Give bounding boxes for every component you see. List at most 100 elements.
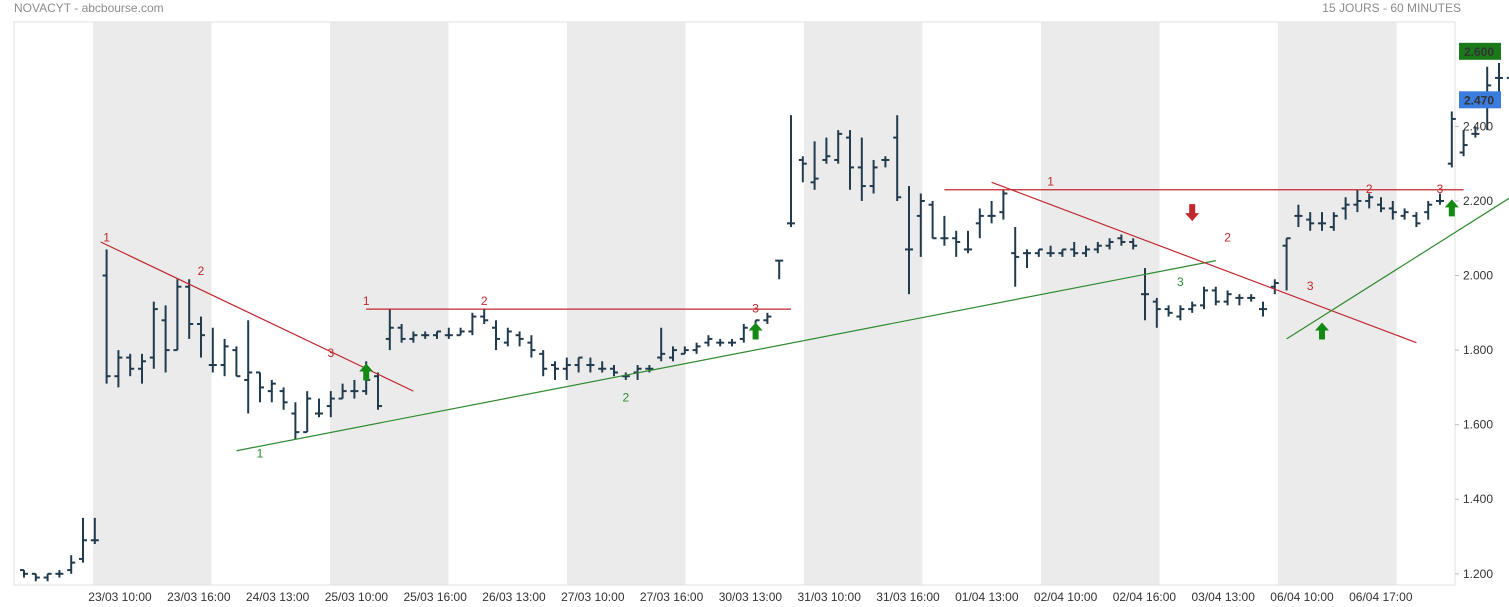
x-tick-label: 06/04 10:00 (1270, 590, 1334, 604)
ohlc-bar (716, 338, 725, 347)
ohlc-bar (1129, 238, 1138, 250)
ohlc-bar (1341, 197, 1350, 220)
ohlc-bar (492, 320, 500, 351)
arrow-up-icon (1444, 199, 1459, 217)
ohlc-bar (90, 517, 99, 544)
ohlc-bar (161, 305, 170, 373)
ohlc-bar (739, 324, 748, 343)
wave-label: 3 (1177, 275, 1184, 289)
x-tick-label: 03/04 13:00 (1191, 590, 1255, 604)
ohlc-bar (1447, 111, 1456, 168)
x-tick-label: 02/04 10:00 (1034, 590, 1098, 604)
arrow-up-icon (748, 322, 763, 340)
ohlc-bar (1365, 193, 1374, 209)
x-tick-label: 27/03 10:00 (561, 590, 625, 604)
ohlc-bar (1400, 208, 1409, 220)
y-tick-label: 1.400 (1463, 492, 1493, 506)
wave-label: 3 (752, 301, 759, 315)
ohlc-bar (326, 391, 335, 418)
wave-label: 1 (1047, 174, 1054, 188)
ohlc-bar (291, 402, 300, 440)
y-tick-label: 1.600 (1463, 418, 1493, 432)
wave-label: 2 (198, 264, 205, 278)
ohlc-bar (881, 156, 890, 168)
y-tick-label: 2.000 (1463, 269, 1493, 283)
chart-source-title: NOVACYT - abcbourse.com (14, 1, 164, 15)
ohlc-bar (539, 350, 548, 377)
x-tick-label: 31/03 10:00 (797, 590, 861, 604)
ohlc-bar (43, 572, 52, 582)
y-axis: 1.200 1.400 1.600 1.800 2.000 2.200 2.400 2.600… (1455, 42, 1501, 581)
y-tick-label: 1.800 (1463, 343, 1493, 357)
ohlc-bar (1117, 234, 1126, 246)
ohlc-bar (279, 387, 288, 410)
ohlc-bar (31, 572, 40, 582)
ohlc-bar (916, 193, 925, 257)
signal-arrows (359, 199, 1459, 381)
wave-label: 1 (257, 447, 264, 461)
ohlc-bar (67, 555, 76, 574)
ohlc-bar (1259, 301, 1267, 317)
ohlc-bar (480, 309, 489, 325)
ohlc-bar (1294, 204, 1303, 228)
ohlc-bar (893, 115, 902, 201)
ohlc-bar (232, 346, 241, 378)
x-tick-label: 06/04 17:00 (1349, 590, 1413, 604)
ohlc-bar (846, 130, 854, 190)
plot-frame (13, 21, 1456, 586)
ohlc-bar (1070, 241, 1079, 257)
ohlc-bar (928, 200, 937, 240)
ohlc-bar (1270, 279, 1279, 295)
ohlc-bar (1034, 248, 1043, 257)
ohlc-bar (1459, 130, 1468, 157)
price-badge-label: 2.470 (1464, 93, 1494, 107)
ohlc-bar (1188, 301, 1197, 313)
ohlc-bar (798, 156, 807, 183)
ohlc-bar (1200, 286, 1208, 310)
y-tick-label: 2.200 (1463, 194, 1493, 208)
wave-label: 1 (103, 230, 110, 244)
ohlc-bar (1247, 294, 1256, 302)
session-bands (93, 22, 1397, 585)
ohlc-bar (952, 230, 961, 257)
ohlc-bar (1353, 189, 1362, 213)
ohlc-bar (1388, 200, 1397, 220)
wave-label: 2 (1366, 182, 1373, 196)
resistance-line (991, 181, 1417, 344)
support-line (236, 260, 1216, 452)
ohlc-bar (197, 316, 205, 358)
ohlc-bar (1306, 212, 1315, 231)
ohlc-bar (456, 327, 465, 337)
ohlc-bar (1164, 305, 1173, 317)
arrow-up-icon (1315, 322, 1329, 340)
x-axis: 23/03 10:00 23/03 16:00 24/03 13:00 25/03 1… (88, 590, 1413, 604)
ohlc-bar (1495, 63, 1503, 93)
ohlc-bar (256, 371, 264, 403)
x-tick-label: 31/03 16:00 (876, 590, 940, 604)
ohlc-bar (822, 137, 831, 164)
wave-label: 1 (363, 294, 370, 308)
support-line (1286, 197, 1509, 340)
chart-period-label: 15 JOURS - 60 MINUTES (1322, 1, 1461, 15)
wave-label: 3 (327, 346, 334, 360)
session-band (93, 22, 212, 585)
trend-lines (100, 181, 1509, 452)
ohlc-bar (433, 330, 441, 339)
session-band (804, 22, 923, 585)
ohlc-bar (444, 327, 453, 339)
ohlc-bar (515, 331, 524, 347)
y-tick-label: 2.400 (1463, 119, 1493, 133)
ohlc-bar (869, 159, 878, 194)
ohlc-bar (527, 335, 536, 358)
ohlc-bar (940, 215, 949, 246)
ohlc-bar (503, 327, 512, 347)
ohlc-bar (421, 331, 430, 339)
ohlc-bar (385, 309, 394, 351)
ohlc-bar (857, 137, 866, 201)
x-tick-label: 26/03 13:00 (482, 590, 546, 604)
price-badge-label: 2.600 (1464, 45, 1494, 59)
ohlc-bar (905, 186, 913, 295)
ohlc-bar (79, 517, 87, 563)
ohlc-bar (315, 398, 323, 418)
ohlc-bar (397, 324, 406, 343)
